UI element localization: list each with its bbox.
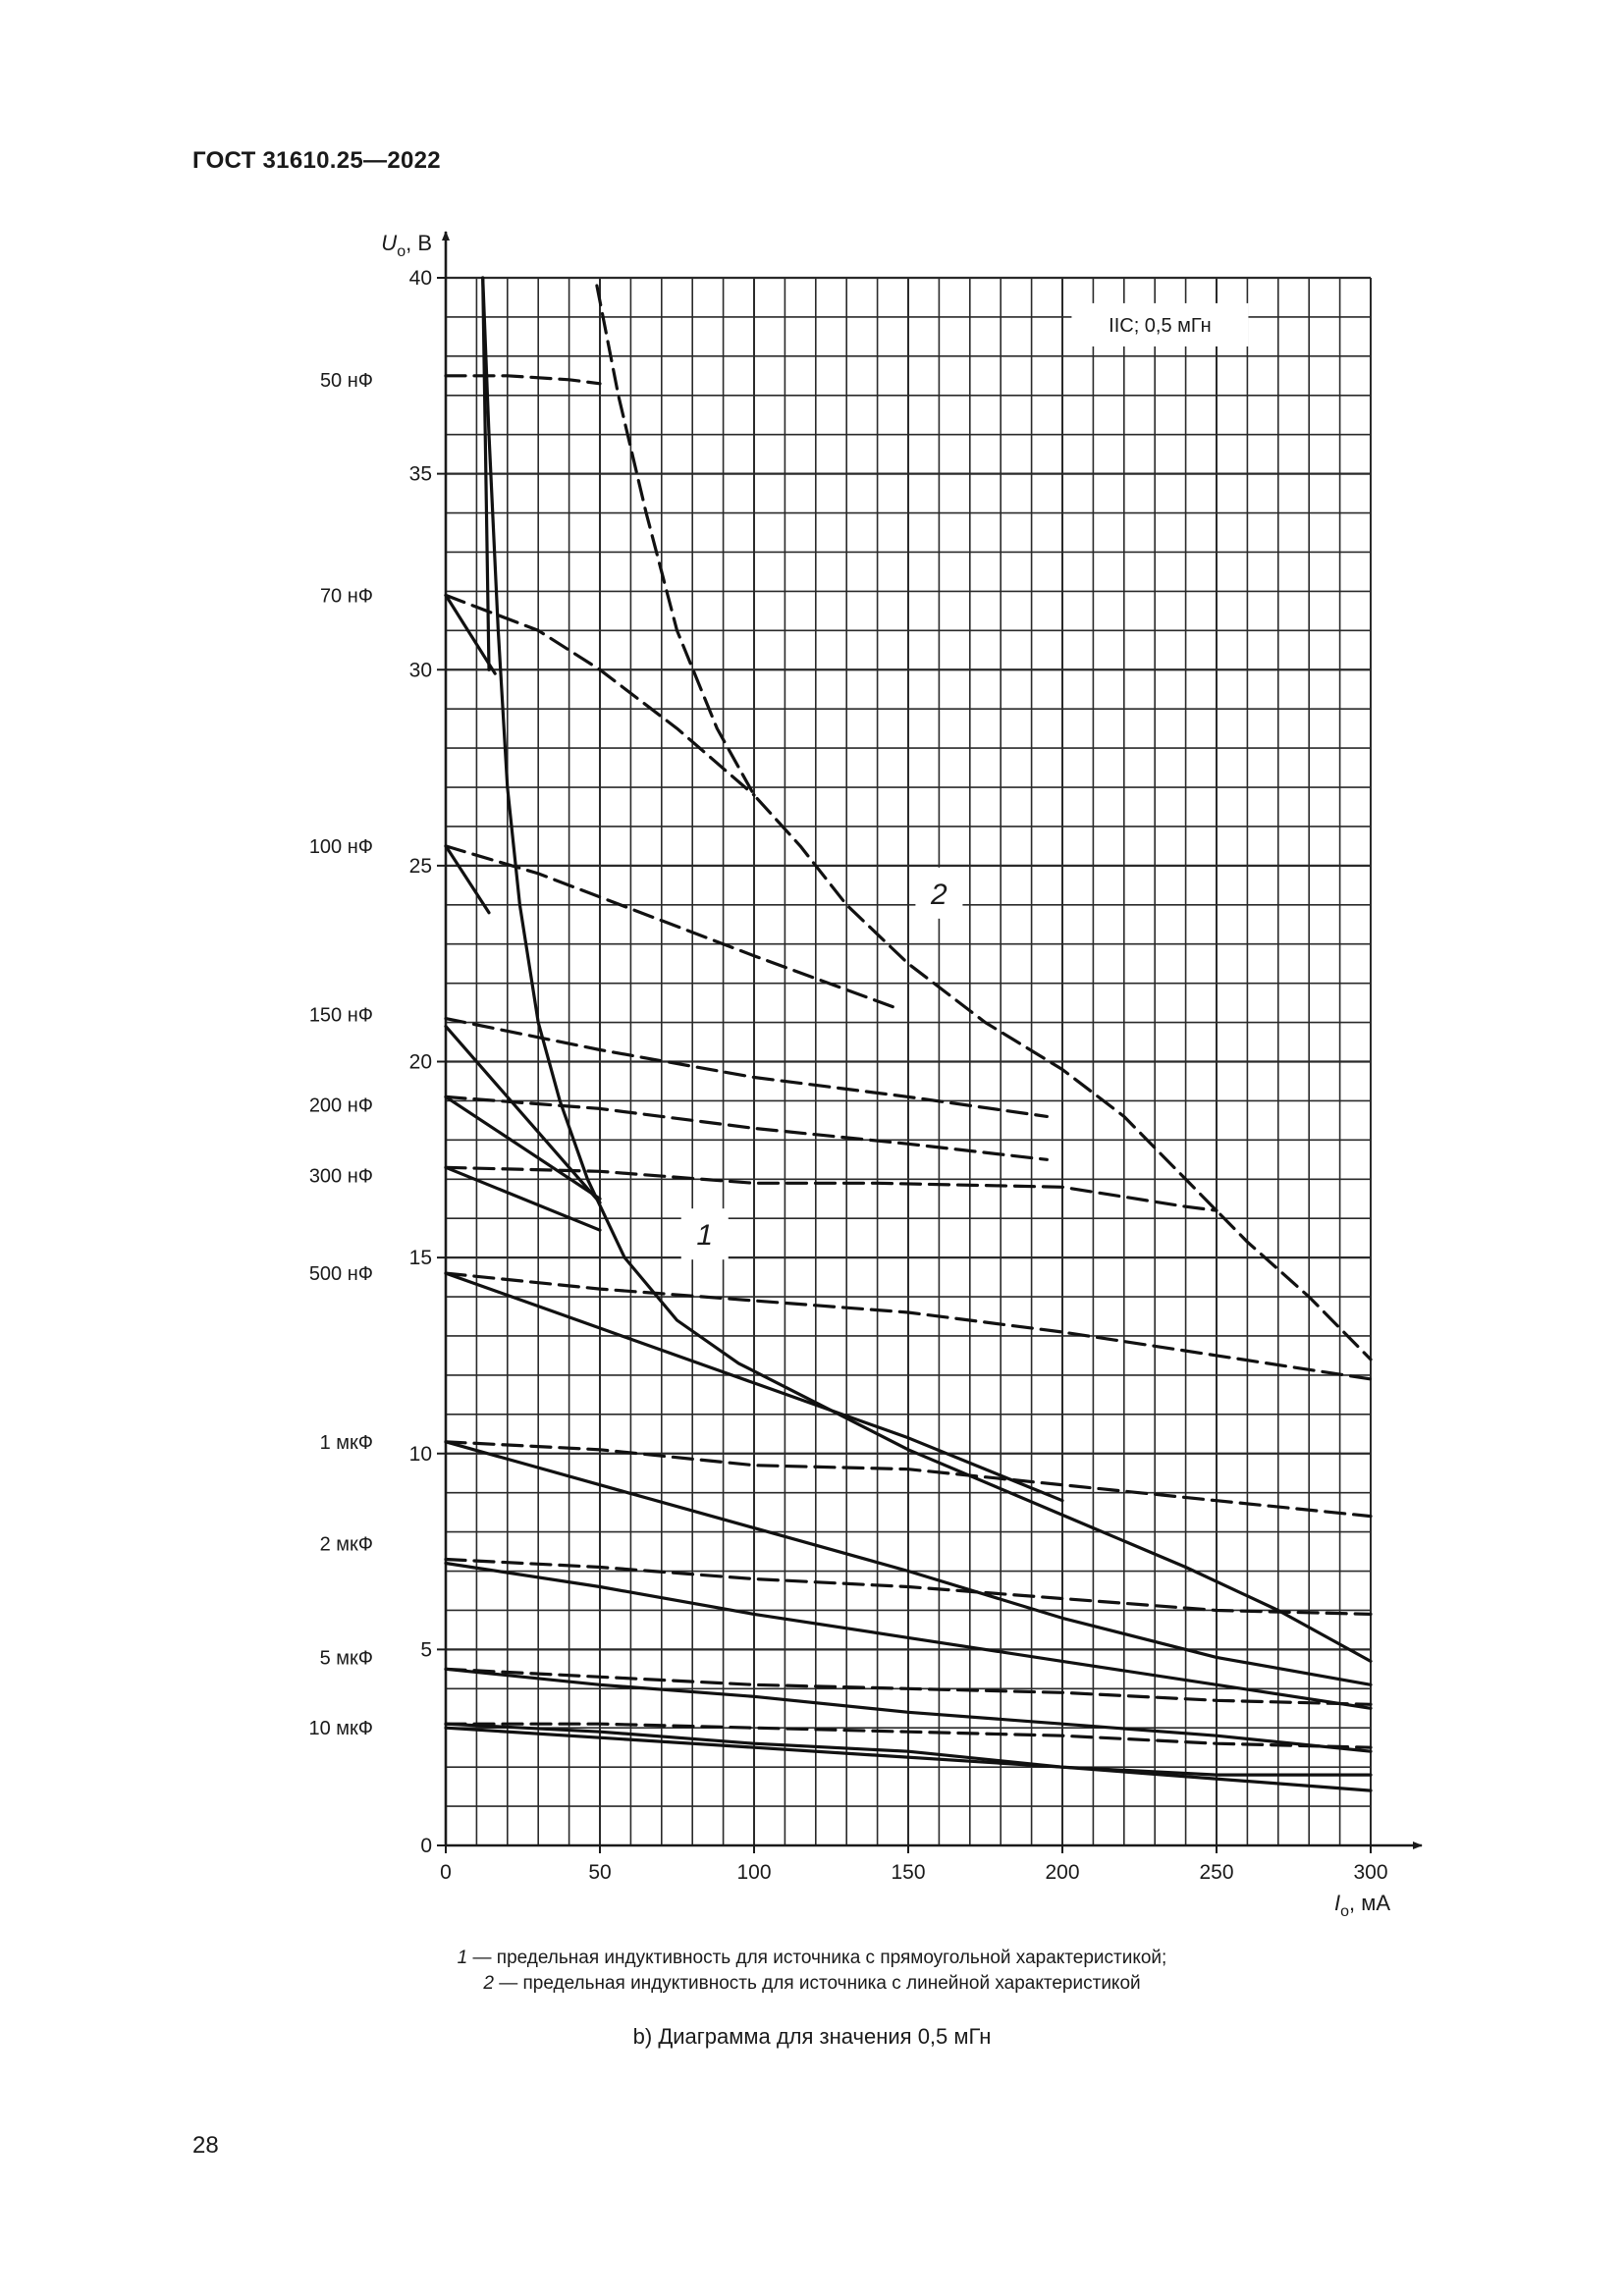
series-curve	[444, 1016, 1049, 1119]
capacitance-label: 500 нФ	[309, 1263, 373, 1285]
legend-text-1: — предельная индуктивность для источника…	[467, 1948, 1167, 1968]
series-curve	[444, 1440, 1373, 1519]
series-curve-1	[481, 276, 1373, 1664]
series-curve	[444, 1095, 1049, 1161]
capacitance-label: 200 нФ	[309, 1095, 373, 1116]
capacitance-label: 1 мкФ	[320, 1432, 373, 1454]
series-curve	[444, 1165, 1218, 1212]
series-curve	[444, 1667, 1373, 1706]
capacitance-label: 5 мкФ	[320, 1647, 373, 1669]
series-curve	[444, 1667, 1373, 1753]
y-tick-label: 30	[409, 659, 432, 681]
series-curve	[444, 1271, 1064, 1503]
series-curve	[444, 1722, 1373, 1749]
capacitance-label: 10 мкФ	[308, 1718, 373, 1739]
legend: 1 — предельная индуктивность для источни…	[0, 1946, 1624, 1997]
legend-item-2: 2 — предельная индуктивность для источни…	[0, 1971, 1624, 1997]
y-axis-title: Uo, В	[381, 231, 432, 260]
curve-label-box	[915, 867, 963, 919]
x-tick-label: 0	[440, 1861, 452, 1884]
x-tick-label: 50	[588, 1861, 611, 1884]
y-tick-label: 35	[409, 463, 432, 486]
legend-number-2: 2	[483, 1973, 494, 1994]
x-tick-label: 200	[1045, 1861, 1079, 1884]
x-tick-label: 100	[736, 1861, 771, 1884]
series-curve	[444, 1440, 1373, 1686]
capacitance-label: 300 нФ	[309, 1165, 373, 1187]
x-tick-label: 300	[1353, 1861, 1387, 1884]
legend-text-2: — предельная индуктивность для источника…	[493, 1973, 1141, 1994]
series-curve	[444, 593, 497, 675]
series-curve	[444, 1271, 1373, 1381]
legend-item-1: 1 — предельная индуктивность для источни…	[0, 1946, 1624, 1971]
y-tick-label: 5	[420, 1638, 432, 1661]
series-curve	[444, 1165, 602, 1232]
series-curve	[444, 374, 602, 386]
labels: 50 нФ 70 нФ 100 нФ 150 нФ 200 нФ 300 нФ 500 нФ…	[308, 302, 1249, 1739]
inset-label-box	[1071, 302, 1249, 347]
series-curve	[444, 593, 756, 797]
series-curve	[444, 1722, 1373, 1777]
x-tick-label: 250	[1199, 1861, 1233, 1884]
series-curve	[444, 1095, 602, 1201]
y-tick-label: 40	[409, 267, 432, 290]
capacitance-label: 100 нФ	[309, 836, 373, 858]
y-tick-label: 15	[409, 1247, 432, 1269]
curve-label-2: 2	[930, 879, 947, 911]
series-curve	[444, 1557, 1373, 1617]
capacitance-label: 2 мкФ	[320, 1534, 373, 1556]
legend-number-1: 1	[457, 1948, 468, 1968]
capacitance-label: 70 нФ	[320, 585, 373, 607]
series-curve	[481, 276, 491, 671]
capacitance-label: 50 нФ	[320, 370, 373, 392]
y-tick-label: 10	[409, 1443, 432, 1466]
y-tick-label: 0	[420, 1835, 432, 1857]
document-header: ГОСТ 31610.25—2022	[192, 147, 441, 174]
x-tick-label: 150	[891, 1861, 925, 1884]
series-curve	[444, 844, 894, 1009]
axes: 0 5 10 15 20 25 30 35 40 0 50 100 150 200 250 300 Uo, В I…	[381, 231, 1423, 1920]
figure-caption: b) Диаграмма для значения 0,5 мГн	[632, 2024, 992, 2049]
curve-label-1: 1	[696, 1219, 713, 1252]
page-number: 28	[192, 2132, 219, 2159]
series-curve	[444, 1024, 602, 1204]
y-tick-label: 20	[409, 1051, 432, 1074]
series-group	[444, 276, 1373, 1792]
series-curve	[444, 1726, 1373, 1792]
x-axis-title: Io, мА	[1334, 1891, 1390, 1920]
inset-label: IIC; 0,5 мГн	[1109, 315, 1212, 337]
series-curve-2	[595, 284, 1373, 1362]
capacitance-label: 150 нФ	[309, 1005, 373, 1027]
curve-label-box	[680, 1208, 729, 1260]
series-curve	[444, 844, 491, 915]
y-tick-label: 25	[409, 855, 432, 878]
series-curve	[444, 1561, 1373, 1710]
